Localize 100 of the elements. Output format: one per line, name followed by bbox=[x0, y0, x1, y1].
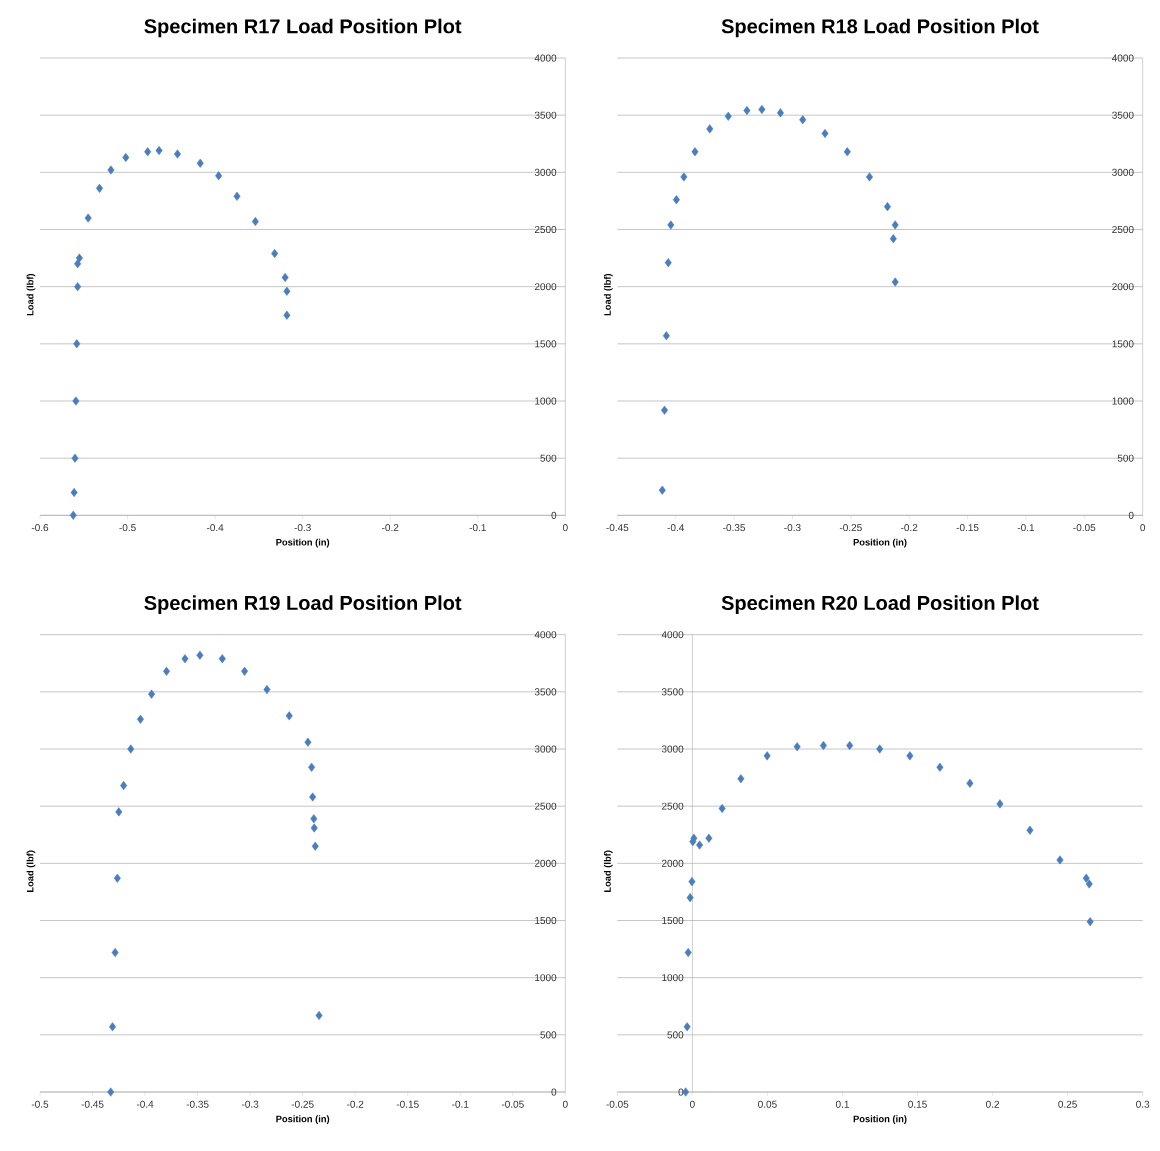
point bbox=[71, 453, 79, 463]
point bbox=[680, 172, 688, 182]
y-tick-label: 0 bbox=[551, 1088, 557, 1096]
y-tick-label: 4000 bbox=[534, 631, 557, 639]
x-tick-label: -0.15 bbox=[396, 1100, 419, 1108]
point bbox=[196, 158, 204, 168]
y-tick-label: 0 bbox=[1128, 511, 1134, 519]
x-tick-label: -0.6 bbox=[31, 524, 49, 532]
point bbox=[691, 147, 699, 157]
x-axis-title: Position (in) bbox=[276, 1115, 330, 1125]
point bbox=[843, 147, 851, 157]
x-tick-label: -0.4 bbox=[136, 1100, 154, 1108]
point bbox=[737, 774, 745, 784]
x-tick-label: -0.05 bbox=[501, 1100, 524, 1108]
point bbox=[69, 510, 77, 520]
x-tick-label: -0.4 bbox=[206, 524, 224, 532]
point bbox=[308, 762, 316, 772]
x-tick-label: 0 bbox=[690, 1100, 695, 1108]
chart-title: Specimen R20 Load Position Plot bbox=[721, 595, 1039, 615]
point bbox=[819, 741, 827, 751]
point bbox=[884, 202, 891, 212]
x-tick-label: -0.3 bbox=[241, 1100, 259, 1108]
point bbox=[1085, 879, 1093, 889]
y-tick-label: 1500 bbox=[535, 916, 557, 925]
point bbox=[285, 711, 293, 721]
point bbox=[109, 1022, 116, 1032]
y-tick-label: 1000 bbox=[662, 974, 684, 982]
point bbox=[111, 947, 119, 958]
point bbox=[996, 799, 1004, 809]
point bbox=[705, 833, 713, 843]
point bbox=[662, 331, 670, 341]
point bbox=[684, 947, 692, 958]
y-tick-label: 3500 bbox=[534, 688, 557, 696]
y-axis-title: Load (lbf) bbox=[603, 273, 613, 316]
y-tick-label: 1500 bbox=[535, 340, 557, 348]
point bbox=[315, 1010, 323, 1020]
y-tick-label: 1000 bbox=[535, 974, 557, 982]
point bbox=[696, 840, 704, 850]
point bbox=[876, 744, 884, 754]
y-tick-label: 2500 bbox=[661, 802, 684, 810]
y-tick-label: 2000 bbox=[534, 283, 557, 291]
point bbox=[776, 108, 784, 118]
point bbox=[658, 485, 666, 495]
point bbox=[1086, 917, 1094, 927]
x-tick-label: -0.3 bbox=[784, 524, 801, 532]
x-tick-label: -0.35 bbox=[186, 1100, 209, 1108]
y-tick-label: 2500 bbox=[534, 802, 557, 810]
x-tick-label: -0.45 bbox=[606, 524, 629, 532]
y-tick-label: 1000 bbox=[535, 397, 557, 405]
y-axis-title: Load (lbf) bbox=[26, 273, 36, 316]
point bbox=[155, 146, 163, 156]
point bbox=[122, 152, 130, 163]
point bbox=[241, 666, 249, 676]
y-tick-label: 3500 bbox=[534, 111, 557, 119]
x-tick-label: -0.5 bbox=[31, 1100, 49, 1108]
point bbox=[672, 195, 680, 205]
point bbox=[891, 220, 899, 230]
point bbox=[724, 111, 732, 121]
y-tick-label: 3500 bbox=[661, 688, 684, 696]
point bbox=[148, 689, 156, 699]
x-axis-title: Position (in) bbox=[853, 1115, 907, 1125]
point bbox=[936, 762, 944, 772]
y-tick-label: 1500 bbox=[662, 916, 684, 925]
y-tick-label: 4000 bbox=[661, 631, 684, 639]
x-tick-label: -0.4 bbox=[667, 524, 685, 532]
x-tick-label: 0 bbox=[562, 524, 568, 532]
point bbox=[127, 744, 135, 754]
x-tick-label: -0.1 bbox=[1017, 524, 1035, 532]
y-axis-title: Load (lbf) bbox=[26, 850, 36, 892]
point bbox=[966, 778, 974, 788]
x-tick-label: -0.5 bbox=[119, 524, 136, 532]
point bbox=[718, 803, 726, 813]
point bbox=[799, 115, 807, 125]
y-axis-title: Load (lbf) bbox=[603, 850, 613, 892]
point bbox=[906, 751, 914, 761]
point bbox=[107, 1087, 115, 1097]
x-tick-label: -0.05 bbox=[1073, 524, 1096, 532]
point bbox=[136, 714, 144, 724]
point bbox=[1082, 873, 1090, 883]
point bbox=[72, 396, 80, 406]
x-tick-label: 0.25 bbox=[1058, 1100, 1077, 1108]
point bbox=[115, 807, 123, 817]
x-tick-label: 0 bbox=[1140, 524, 1146, 532]
x-axis-title: Position (in) bbox=[276, 538, 330, 548]
y-tick-label: 3500 bbox=[1112, 111, 1134, 119]
point bbox=[763, 751, 771, 761]
point bbox=[233, 191, 241, 201]
point bbox=[196, 650, 204, 660]
x-tick-label: -0.25 bbox=[291, 1100, 314, 1108]
point bbox=[866, 172, 873, 182]
point bbox=[263, 685, 271, 695]
point bbox=[686, 893, 694, 903]
x-tick-label: -0.2 bbox=[382, 524, 399, 532]
y-tick-label: 500 bbox=[667, 1031, 684, 1039]
point bbox=[283, 310, 291, 320]
point bbox=[283, 286, 291, 296]
y-tick-label: 2000 bbox=[1112, 283, 1134, 291]
point bbox=[215, 171, 223, 181]
point bbox=[70, 487, 78, 497]
x-tick-label: -0.35 bbox=[723, 524, 746, 532]
